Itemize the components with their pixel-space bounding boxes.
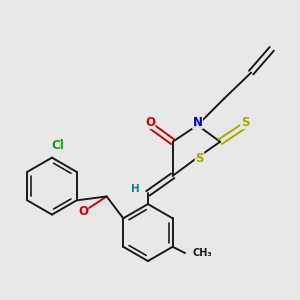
Text: H: H — [131, 184, 140, 194]
Text: N: N — [193, 116, 202, 129]
Text: Cl: Cl — [52, 139, 64, 152]
Text: S: S — [241, 116, 249, 129]
Text: S: S — [195, 152, 204, 165]
Text: CH₃: CH₃ — [193, 248, 212, 258]
Text: O: O — [145, 116, 155, 129]
Text: O: O — [78, 206, 88, 218]
